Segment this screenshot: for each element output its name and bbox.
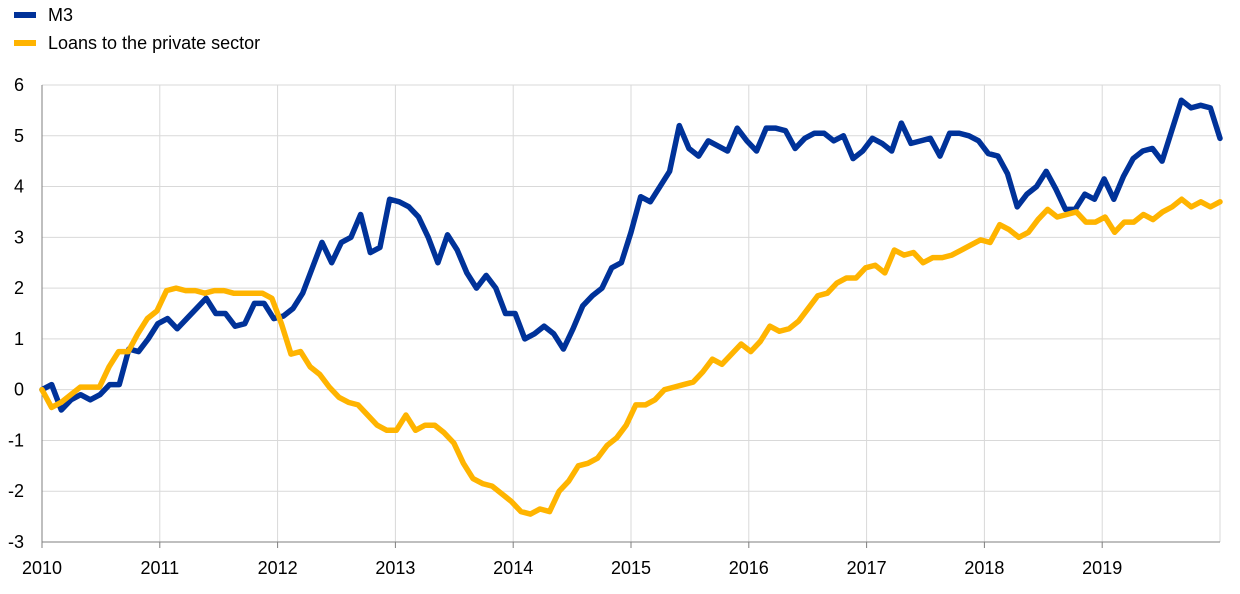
y-tick-label: -3 — [8, 532, 24, 552]
x-tick-label: 2012 — [258, 558, 298, 578]
y-tick-labels: 6 5 4 3 2 1 0 -1 -2 -3 — [8, 75, 24, 552]
y-tick-label: 6 — [14, 75, 24, 95]
series-line-loans-private-sector — [39, 196, 1223, 517]
x-tick-label: 2013 — [375, 558, 415, 578]
y-tick-label: -2 — [8, 481, 24, 501]
y-tick-label: 3 — [14, 227, 24, 247]
legend-label-m3: M3 — [48, 5, 73, 25]
x-tick-label: 2017 — [847, 558, 887, 578]
y-tick-label: 4 — [14, 177, 24, 197]
y-tick-label: -1 — [8, 430, 24, 450]
x-tick-labels: 2010 2011 2012 2013 2014 2015 2016 2017 2018 2019 — [22, 558, 1122, 578]
legend-label-loans-private-sector: Loans to the private sector — [48, 33, 260, 53]
y-tick-label: 5 — [14, 126, 24, 146]
x-tick-label: 2016 — [729, 558, 769, 578]
x-tick-label: 2015 — [611, 558, 651, 578]
x-tick-label: 2010 — [22, 558, 62, 578]
x-tick-label: 2018 — [964, 558, 1004, 578]
x-tick-label: 2014 — [493, 558, 533, 578]
axes — [41, 85, 1220, 548]
legend: M3 Loans to the private sector — [14, 5, 260, 53]
series-lines — [39, 97, 1223, 517]
y-tick-label: 0 — [14, 380, 24, 400]
series-line-m3 — [39, 97, 1223, 413]
x-tick-label: 2011 — [140, 558, 179, 578]
y-tick-label: 1 — [14, 329, 24, 349]
x-tick-label: 2019 — [1082, 558, 1122, 578]
y-tick-label: 2 — [14, 278, 24, 298]
